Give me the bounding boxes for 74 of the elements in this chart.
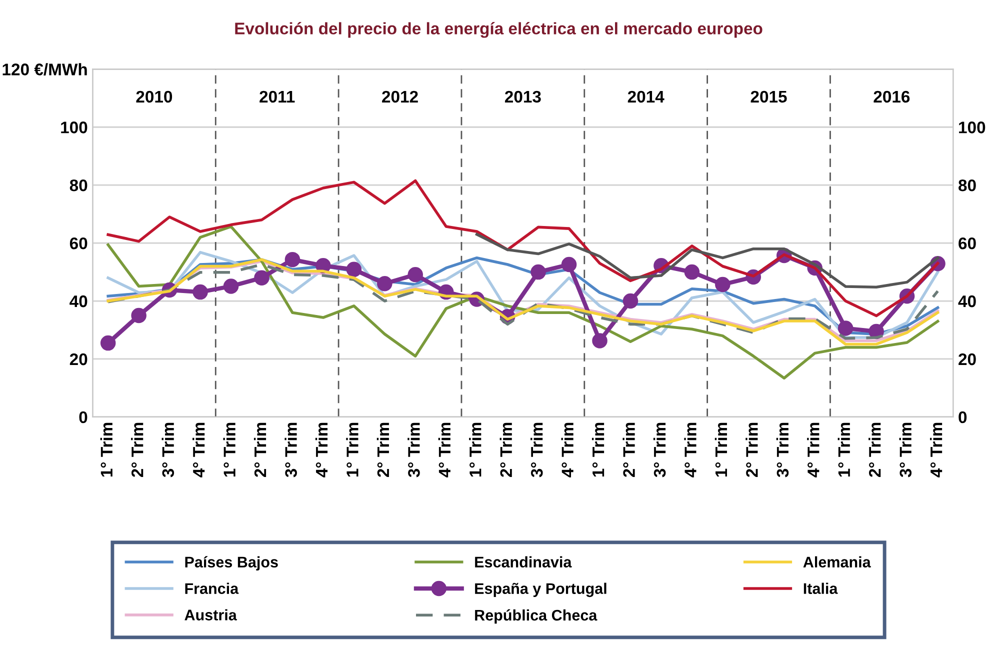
chart-title: Evolución del precio de la energía eléctrica en el mercado europeo — [235, 22, 762, 38]
x-tick-label: 2° Trim — [500, 422, 512, 477]
y-tick-label: 0 — [79, 411, 88, 424]
point — [622, 293, 638, 309]
y-tick-label: 100 — [61, 122, 88, 134]
point — [100, 335, 116, 351]
y2-tick-label: 80 — [958, 179, 976, 192]
x-tick-label: 2° Trim — [376, 422, 389, 477]
x-tick-label: 2° Trim — [131, 422, 144, 477]
y2-tick-label: 0 — [958, 411, 967, 424]
x-tick-label: 4° Trim — [192, 422, 205, 478]
y-tick-label: 40 — [70, 295, 88, 308]
x-tick-label: 3° Trim — [408, 422, 420, 478]
x-tick-label: 1° Trim — [838, 422, 850, 477]
point — [408, 267, 424, 282]
annotation: 2013 — [504, 90, 541, 103]
x-tick-label: 3° Trim — [899, 422, 912, 478]
x-tick-label: 1° Trim — [714, 422, 727, 477]
point — [284, 252, 300, 268]
legend-label: Países Bajos — [185, 556, 278, 571]
y2-tick-label: 20 — [958, 353, 976, 366]
x-tick-label: 1° Trim — [100, 422, 112, 477]
point — [715, 276, 730, 292]
point — [346, 262, 362, 278]
annotation: 2012 — [382, 90, 418, 103]
y2-tick-label: 40 — [958, 295, 976, 308]
legend-label: Italia — [804, 582, 838, 594]
x-tick-label: 4° Trim — [807, 422, 820, 478]
y-tick-label: 80 — [70, 179, 88, 192]
point — [592, 333, 608, 348]
x-tick-label: 1° Trim — [469, 422, 482, 477]
point — [530, 264, 546, 280]
x-tick-label: 2° Trim — [746, 422, 758, 477]
annotation: 2016 — [874, 90, 910, 103]
x-tick-label: 4° Trim — [315, 422, 328, 478]
point — [684, 264, 700, 280]
x-tick-label: 2° Trim — [254, 422, 266, 477]
legend-label: Francia — [185, 582, 239, 594]
x-tick-label: 1° Trim — [346, 422, 358, 477]
annotation: 2010 — [136, 90, 172, 103]
x-tick-label: 3° Trim — [162, 422, 174, 478]
legend-label: Escandinavia — [475, 556, 572, 568]
x-tick-label: 4° Trim — [561, 422, 574, 478]
y-tick-label: 20 — [70, 353, 88, 366]
legend-label: Austria — [184, 609, 237, 620]
legend-label: España y Portugal — [475, 582, 606, 598]
point — [223, 278, 239, 294]
x-tick-label: 1° Trim — [223, 422, 236, 477]
x-tick-label: 1° Trim — [592, 422, 604, 477]
legend-label: República Checa — [475, 609, 598, 624]
point — [131, 308, 146, 324]
point — [254, 270, 270, 286]
x-tick-label: 3° Trim — [284, 422, 297, 478]
x-tick-label: 3° Trim — [776, 422, 789, 478]
point — [561, 256, 577, 272]
y2-tick-label: 100 — [959, 122, 986, 134]
x-tick-label: 2° Trim — [868, 422, 881, 477]
point — [838, 320, 854, 336]
y-tick-label: 60 — [70, 237, 88, 250]
point — [377, 276, 392, 292]
x-tick-label: 4° Trim — [684, 422, 696, 478]
line-series — [106, 225, 940, 380]
point — [192, 284, 208, 300]
legend-label: Alemania — [803, 556, 871, 568]
x-tick-label: 3° Trim — [653, 422, 666, 478]
x-tick-label: 3° Trim — [530, 422, 543, 478]
x-tick-label: 4° Trim — [930, 422, 942, 478]
annotation: 2015 — [750, 90, 787, 103]
y2-tick-label: 60 — [958, 237, 976, 250]
y-tick-label: 120 €/MWh — [2, 63, 87, 76]
annotation: 2014 — [628, 90, 664, 103]
annotation: 2011 — [260, 90, 295, 103]
x-tick-label: 2° Trim — [622, 422, 635, 477]
x-tick-label: 4° Trim — [438, 422, 450, 478]
